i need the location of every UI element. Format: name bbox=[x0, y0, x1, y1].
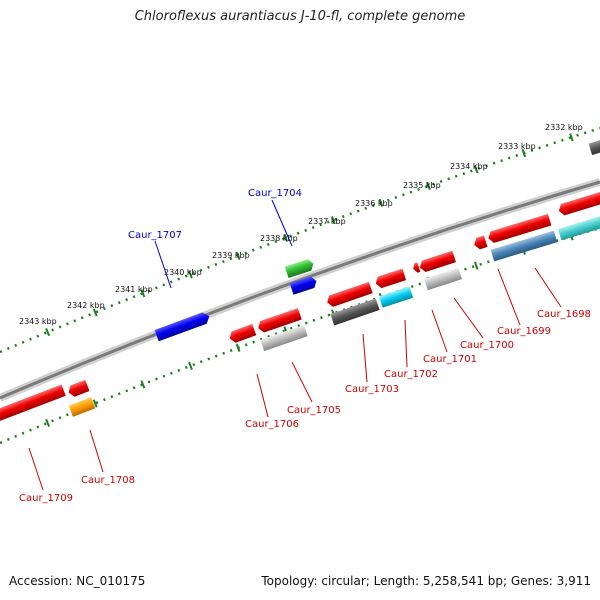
gene-feature[interactable] bbox=[325, 281, 373, 308]
gene-label-caur-1703[interactable]: Caur_1703 bbox=[345, 384, 399, 395]
gene-label-caur-1700[interactable]: Caur_1700 bbox=[460, 340, 514, 351]
gene-feature[interactable] bbox=[289, 275, 318, 295]
major-tick bbox=[378, 198, 384, 207]
major-tick bbox=[188, 270, 193, 279]
gene-feature[interactable] bbox=[330, 298, 380, 326]
gene-feature[interactable] bbox=[557, 206, 600, 241]
tick-label: 2335 kbp bbox=[403, 181, 441, 190]
gene-label-caur-1706[interactable]: Caur_1706 bbox=[245, 419, 299, 430]
tick-labels: 2332 kbp 2333 kbp 2334 kbp 2335 kbp 2336… bbox=[19, 123, 583, 326]
gene-label-caur-1702[interactable]: Caur_1702 bbox=[384, 369, 438, 380]
tick-label: 2342 kbp bbox=[67, 301, 105, 310]
gene-label-caur-1701[interactable]: Caur_1701 bbox=[423, 354, 477, 365]
gene-feature[interactable] bbox=[154, 311, 212, 342]
gene-feature[interactable] bbox=[67, 379, 90, 398]
gene-feature[interactable] bbox=[418, 250, 456, 274]
major-tick bbox=[283, 233, 289, 242]
gene-feature[interactable] bbox=[424, 267, 462, 291]
tick-label: 2343 kbp bbox=[19, 317, 57, 326]
gene-feature[interactable] bbox=[472, 235, 488, 250]
accession-text: Accession: NC_010175 bbox=[9, 574, 146, 588]
tick-label: 2334 kbp bbox=[450, 162, 488, 171]
genome-summary-text: Topology: circular; Length: 5,258,541 bp… bbox=[261, 574, 591, 588]
gene-feature[interactable] bbox=[412, 262, 421, 273]
gene-label-caur-1704[interactable]: Caur_1704 bbox=[248, 188, 302, 199]
major-tick bbox=[188, 361, 193, 370]
major-tick bbox=[331, 216, 336, 225]
major-tick bbox=[92, 308, 98, 317]
gene-feature[interactable] bbox=[256, 308, 302, 334]
major-tick bbox=[569, 133, 574, 142]
gene-feature[interactable] bbox=[228, 323, 257, 344]
gene-feature[interactable] bbox=[487, 213, 552, 244]
gene-label-caur-1707[interactable]: Caur_1707 bbox=[128, 230, 182, 241]
major-tick bbox=[235, 251, 241, 261]
gene-feature[interactable] bbox=[557, 191, 600, 217]
tick-label: 2336 kbp bbox=[355, 199, 393, 208]
major-tick bbox=[140, 380, 146, 389]
tick-label: 2339 kbp bbox=[212, 251, 250, 260]
gene-feature[interactable] bbox=[0, 384, 66, 422]
gene-feature[interactable] bbox=[260, 324, 308, 352]
gene-feature[interactable] bbox=[374, 268, 407, 290]
leader-lines bbox=[28, 199, 562, 491]
gene-feature[interactable] bbox=[378, 286, 414, 308]
major-tick bbox=[426, 181, 431, 190]
tick-label: 2333 kbp bbox=[498, 142, 536, 151]
major-tick bbox=[473, 165, 479, 174]
map-title: Chloroflexus aurantiacus J-10-fl, comple… bbox=[134, 9, 466, 24]
gene-feature[interactable] bbox=[284, 258, 315, 279]
tick-label: 2341 kbp bbox=[115, 285, 153, 294]
gene-label-caur-1699[interactable]: Caur_1699 bbox=[497, 326, 551, 337]
major-tick bbox=[45, 327, 51, 337]
gene-feature[interactable] bbox=[588, 138, 600, 156]
gene-feature[interactable] bbox=[68, 397, 96, 417]
major-tick bbox=[235, 343, 241, 352]
gene-label-caur-1705[interactable]: Caur_1705 bbox=[287, 405, 341, 416]
gene-feature[interactable] bbox=[490, 230, 558, 262]
gene-label-caur-1708[interactable]: Caur_1708 bbox=[81, 475, 135, 486]
gene-label-caur-1709[interactable]: Caur_1709 bbox=[19, 493, 73, 504]
tick-label: 2340 kbp bbox=[164, 268, 202, 277]
major-tick bbox=[140, 289, 146, 298]
major-tick bbox=[92, 399, 98, 408]
tick-label: 2332 kbp bbox=[545, 123, 583, 132]
gene-label-caur-1698[interactable]: Caur_1698 bbox=[537, 309, 591, 320]
major-tick bbox=[521, 149, 527, 158]
major-tick bbox=[474, 261, 479, 270]
major-tick bbox=[45, 418, 51, 428]
tick-label: 2338 kbp bbox=[260, 234, 298, 243]
tick-label: 2337 kbp bbox=[308, 217, 346, 226]
